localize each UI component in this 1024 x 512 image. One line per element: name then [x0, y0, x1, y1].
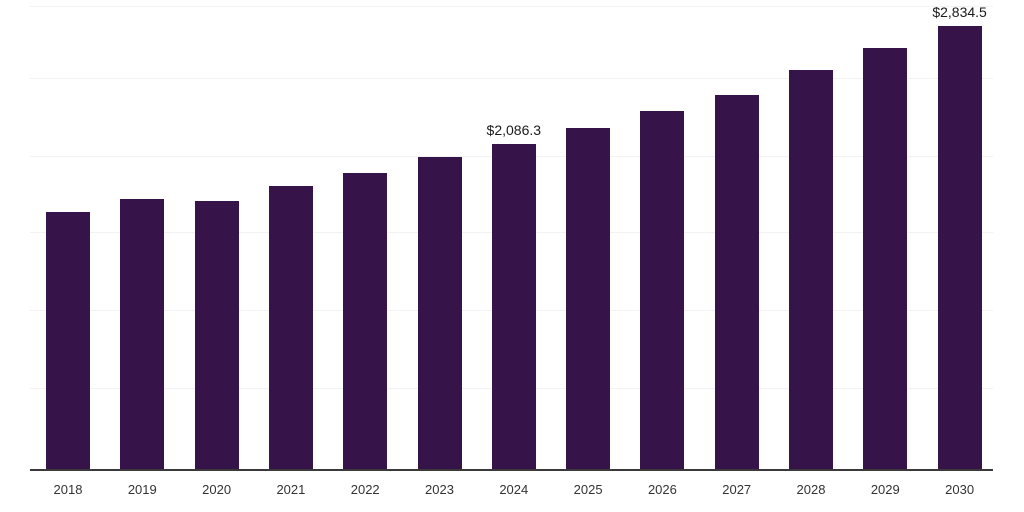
bar-group[interactable]: [789, 70, 833, 470]
bar-value-label: $2,834.5: [932, 4, 987, 20]
bar[interactable]: [714, 95, 759, 470]
bar[interactable]: [46, 212, 90, 470]
bar[interactable]: [491, 144, 536, 470]
x-tick-label-2019: 2019: [127, 482, 157, 497]
x-tick-label-2024: 2024: [499, 482, 529, 497]
x-axis-line: [30, 469, 993, 471]
bar-group[interactable]: [863, 48, 908, 470]
plot-area: $2,086.3 $2,834.5: [30, 0, 993, 470]
bar-group[interactable]: $2,834.5: [932, 4, 987, 470]
bar-group[interactable]: [714, 95, 759, 470]
bar[interactable]: [343, 173, 388, 470]
x-tick-label-2026: 2026: [647, 482, 677, 497]
gridline: [30, 6, 993, 7]
bar-group[interactable]: [46, 212, 90, 470]
bar-group[interactable]: [343, 173, 388, 470]
bar[interactable]: [937, 26, 982, 470]
bar-group[interactable]: [566, 128, 611, 470]
bar[interactable]: [566, 128, 611, 470]
bar[interactable]: [120, 199, 165, 470]
bar-series: $2,086.3 $2,834.5: [30, 0, 993, 470]
x-tick-label-2020: 2020: [202, 482, 232, 497]
bar[interactable]: [194, 201, 239, 470]
x-tick-label-2028: 2028: [796, 482, 826, 497]
x-tick-label-2029: 2029: [870, 482, 900, 497]
x-tick-label-2021: 2021: [276, 482, 306, 497]
bar-group[interactable]: [417, 157, 462, 470]
x-tick-label-2025: 2025: [573, 482, 603, 497]
bar-group[interactable]: [268, 186, 313, 470]
bar-value-label: $2,086.3: [486, 122, 542, 138]
bar[interactable]: [268, 186, 313, 470]
x-tick-label-2030: 2030: [945, 482, 975, 497]
x-axis-tick-labels: 2018 2019 2020 2021 2022 2023 2024 2025 2026 2027…: [30, 474, 993, 512]
bar-group[interactable]: [640, 111, 685, 470]
bar-group[interactable]: [120, 199, 165, 470]
bar[interactable]: [863, 48, 908, 470]
x-tick-label-2027: 2027: [722, 482, 752, 497]
bar[interactable]: [789, 70, 833, 470]
x-tick-label-2018: 2018: [53, 482, 83, 497]
x-tick-label-2022: 2022: [350, 482, 380, 497]
bar[interactable]: [640, 111, 685, 470]
bar-group[interactable]: $2,086.3: [487, 122, 541, 470]
gridline: [30, 78, 993, 79]
bar[interactable]: [417, 157, 462, 470]
x-tick-label-2023: 2023: [425, 482, 454, 497]
bar-group[interactable]: [194, 201, 239, 470]
